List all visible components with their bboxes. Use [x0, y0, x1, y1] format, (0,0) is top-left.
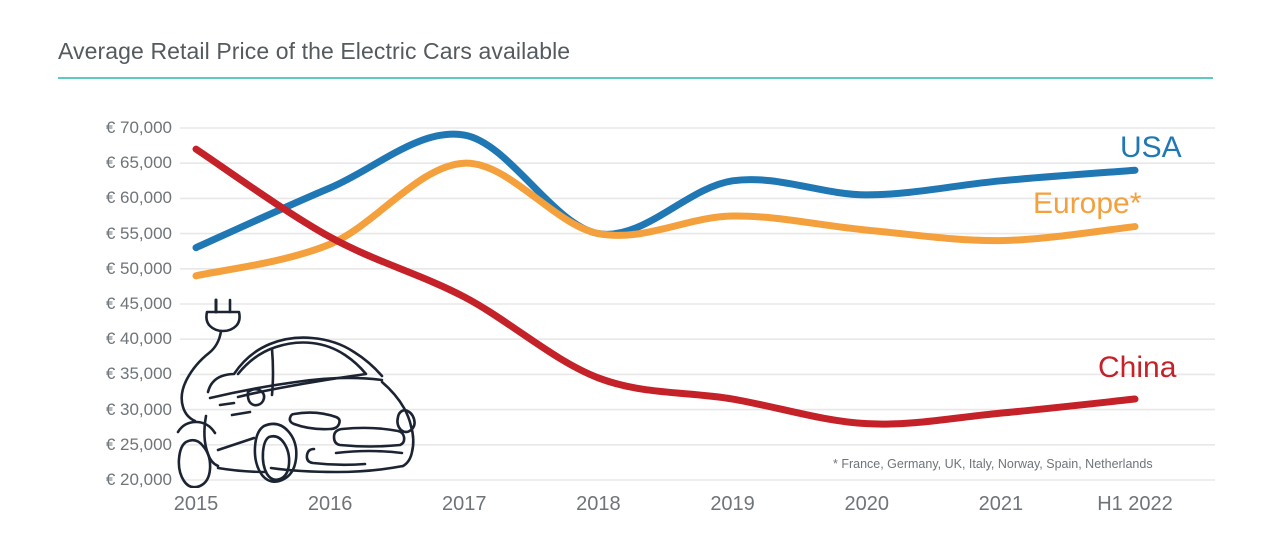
x-axis-tick-label: 2021	[978, 493, 1024, 515]
y-axis-tick-label: € 55,000	[105, 223, 172, 243]
x-axis-tick-label: 2018	[576, 493, 621, 515]
x-axis-tick-label: 2019	[710, 493, 755, 515]
y-axis-tick-label: € 35,000	[105, 364, 172, 384]
title-underline	[58, 77, 1213, 79]
x-axis-tick-label: H1 2022	[1097, 493, 1173, 515]
series-paths	[192, 130, 1139, 428]
series-label-china: China	[1098, 351, 1177, 384]
y-axis-tick-label: € 50,000	[105, 258, 172, 278]
series-line-usa	[192, 130, 1139, 252]
y-axis-tick-label: € 30,000	[105, 399, 172, 419]
x-axis-tick-label: 2020	[844, 493, 889, 515]
series-label-europe: Europe*	[1033, 187, 1142, 220]
x-axis-tick-label: 2016	[307, 493, 353, 515]
series-line-china	[192, 145, 1139, 428]
y-axis-tick-label: € 20,000	[105, 470, 172, 489]
page-title: Average Retail Price of the Electric Car…	[58, 38, 571, 64]
y-axis-tick-label: € 60,000	[105, 188, 172, 208]
series-label-usa: USA	[1120, 131, 1182, 164]
y-axis-tick-label: € 25,000	[105, 434, 172, 454]
x-axis-tick-label: 2015	[173, 493, 219, 515]
y-axis-tick-label: € 40,000	[105, 329, 172, 349]
x-axis-tick-label: 2017	[442, 493, 487, 515]
y-axis-labels: € 70,000 € 65,000 € 60,000 € 55,000 € 50,000…	[62, 0, 172, 556]
electric-car-with-plug-icon	[176, 298, 416, 488]
y-axis-tick-label: € 45,000	[105, 294, 172, 313]
y-axis-tick-label: € 65,000	[105, 153, 172, 173]
series-line-europe	[192, 159, 1139, 280]
footnote: * France, Germany, UK, Italy, Norway, Sp…	[833, 457, 1153, 471]
y-axis-tick-label: € 70,000	[105, 118, 172, 137]
